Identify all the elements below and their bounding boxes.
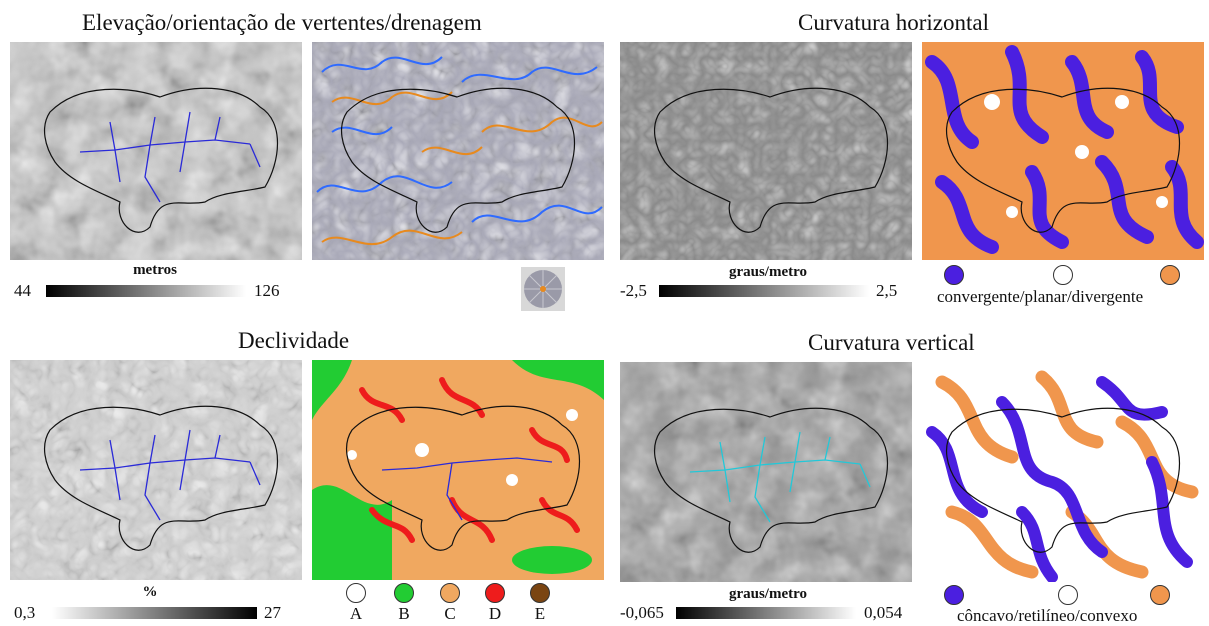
convex-legend-swatch bbox=[1150, 585, 1170, 605]
convergent-legend-swatch bbox=[944, 265, 964, 285]
h-curvature-colorbar bbox=[659, 285, 869, 297]
slope-min-label: 0,3 bbox=[14, 603, 36, 622]
slope-class-c-swatch bbox=[440, 583, 460, 603]
v-curvature-panel-title: Curvatura vertical bbox=[808, 330, 975, 355]
aspect-compass-icon bbox=[521, 267, 565, 311]
drainage-network bbox=[79, 111, 261, 203]
slope-unit-label: % bbox=[142, 584, 158, 600]
slope-class-d-swatch bbox=[485, 583, 505, 603]
basin-outline bbox=[43, 87, 279, 233]
elevation-min-label: 44 bbox=[14, 281, 31, 300]
v-curvature-colorbar bbox=[676, 607, 856, 619]
elevation-panel-title: Elevação/orientação de vertentes/drenage… bbox=[82, 10, 482, 35]
v-curvature-gray-map bbox=[620, 362, 912, 582]
v-curvature-class-map bbox=[922, 362, 1204, 582]
slope-class-d-label: D bbox=[488, 604, 502, 623]
elevation-colorbar bbox=[46, 285, 246, 297]
v-curvature-unit-label: graus/metro bbox=[728, 586, 808, 602]
slope-gray-map bbox=[10, 360, 302, 580]
h-curvature-min-label: -2,5 bbox=[620, 281, 647, 300]
slope-class-a-swatch bbox=[346, 583, 366, 603]
elevation-map bbox=[10, 42, 302, 260]
slope-class-b-label: B bbox=[398, 604, 410, 623]
v-curvature-min-label: -0,065 bbox=[620, 603, 664, 622]
slope-class-map bbox=[312, 360, 604, 580]
elevation-max-label: 126 bbox=[254, 281, 280, 300]
h-curvature-max-label: 2,5 bbox=[876, 281, 898, 300]
slope-class-e-swatch bbox=[530, 583, 550, 603]
v-curvature-legend-label: côncavo/retilíneo/convexo bbox=[957, 606, 1138, 625]
h-curvature-class-map bbox=[922, 42, 1204, 260]
concave-legend-swatch bbox=[944, 585, 964, 605]
h-curvature-unit-label: graus/metro bbox=[728, 264, 808, 280]
v-curvature-max-label: 0,054 bbox=[864, 603, 903, 622]
slope-class-c-label: C bbox=[444, 604, 456, 623]
slope-max-label: 27 bbox=[264, 603, 281, 622]
slope-class-a-label: A bbox=[349, 604, 363, 623]
rectilinear-legend-swatch bbox=[1058, 585, 1078, 605]
h-curvature-legend-label: convergente/planar/divergente bbox=[937, 287, 1144, 306]
h-curvature-panel-title: Curvatura horizontal bbox=[798, 10, 989, 35]
slope-class-e-label: E bbox=[534, 604, 546, 623]
h-curvature-gray-map bbox=[620, 42, 912, 260]
slope-panel-title: Declividade bbox=[238, 328, 350, 353]
slope-class-b-swatch bbox=[394, 583, 414, 603]
divergent-legend-swatch bbox=[1160, 265, 1180, 285]
planar-legend-swatch bbox=[1053, 265, 1073, 285]
aspect-map bbox=[312, 42, 604, 260]
slope-colorbar bbox=[52, 607, 257, 619]
elevation-unit-label: metros bbox=[133, 262, 177, 278]
